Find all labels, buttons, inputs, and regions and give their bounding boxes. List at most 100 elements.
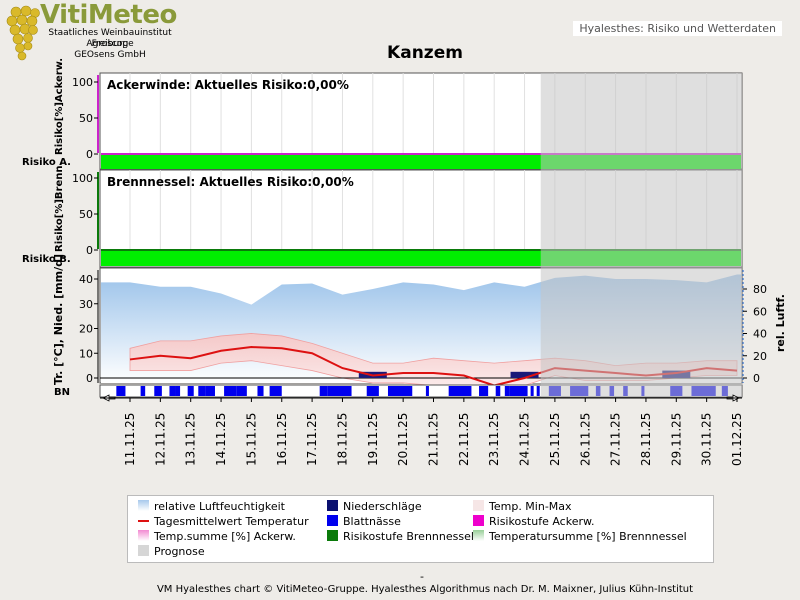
legend-label: Temp.summe [%] Ackerw. xyxy=(154,530,296,543)
y-tick-label: 20 xyxy=(79,323,93,336)
leaf-wetness-band xyxy=(425,386,429,396)
legend-label: Prognose xyxy=(154,545,205,558)
leaf-wetness-band xyxy=(509,386,528,396)
legend-swatch xyxy=(138,545,149,556)
x-tick-label: 24.11.25 xyxy=(518,413,532,466)
leaf-wetness-band xyxy=(319,386,328,396)
chart-title: Kanzem xyxy=(387,43,463,63)
x-tick-label: 22.11.25 xyxy=(457,413,471,466)
legend-label: Temp. Min-Max xyxy=(489,500,572,513)
legend-label: Risikostufe Brennnessel xyxy=(343,530,474,543)
leaf-wetness-band xyxy=(530,386,534,396)
legend: relative Luftfeuchtigkeit Niederschläge Te… xyxy=(127,495,714,563)
x-tick-label: 01.12.25 xyxy=(730,413,744,466)
y-tick-label-right: 60 xyxy=(753,305,767,318)
legend-label: Blattnässe xyxy=(343,515,401,528)
y-tick-label: 50 xyxy=(79,208,93,221)
legend-swatch xyxy=(138,530,149,541)
y-tick-label-right: 80 xyxy=(753,283,767,296)
x-tick-label: 26.11.25 xyxy=(578,413,592,466)
x-tick-label: 25.11.25 xyxy=(548,413,562,466)
legend-label: relative Luftfeuchtigkeit xyxy=(154,500,285,513)
leaf-wetness-band xyxy=(116,386,126,396)
weather-ylabel-right: rel. Luftf. xyxy=(774,294,787,352)
x-tick-label: 30.11.25 xyxy=(700,413,714,466)
risk-ylabel: Risiko[%]Brenn. xyxy=(54,162,65,252)
risk-label: Risiko B. xyxy=(22,254,71,265)
legend-swatch xyxy=(327,530,338,541)
x-tick-label: 15.11.25 xyxy=(244,413,258,466)
legend-item: Prognose xyxy=(138,545,205,558)
y-tick-label: 100 xyxy=(72,76,93,89)
precip-bar xyxy=(510,371,539,378)
y-tick-label: 50 xyxy=(79,112,93,125)
legend-item: Temperatursumme [%] Brennnessel xyxy=(473,530,687,543)
leaf-wetness-band xyxy=(175,386,181,396)
x-tick-label: 27.11.25 xyxy=(609,413,623,466)
legend-swatch xyxy=(138,520,149,522)
legend-item: Temp. Min-Max xyxy=(473,500,572,513)
legend-label: Risikostufe Ackerw. xyxy=(489,515,595,528)
logo xyxy=(2,2,42,62)
forecast-overlay xyxy=(540,73,742,397)
leaf-wetness-band xyxy=(387,386,413,396)
risk-title-brennnessel: Brennnessel: Aktuelles Risiko:0,00% xyxy=(107,175,354,189)
legend-swatch xyxy=(473,500,484,511)
bn-label: BN xyxy=(54,387,70,398)
legend-item: Risikostufe Brennnessel xyxy=(327,530,474,543)
x-tick-label: 28.11.25 xyxy=(639,413,653,466)
leaf-wetness-band xyxy=(504,386,510,396)
leaf-wetness-band xyxy=(154,386,162,396)
leaf-wetness-band xyxy=(536,386,540,396)
x-tick-label: 21.11.25 xyxy=(427,413,441,466)
legend-label: Tagesmittelwert Temperatur xyxy=(154,515,309,528)
x-tick-label: 23.11.25 xyxy=(487,413,501,466)
leaf-wetness-band xyxy=(366,386,379,396)
y-tick-label: 0 xyxy=(86,244,93,257)
logo-title: VitiMeteo xyxy=(40,0,177,30)
y-tick-label: 100 xyxy=(72,172,93,185)
legend-item: relative Luftfeuchtigkeit xyxy=(138,500,285,513)
risk-label: Risiko A. xyxy=(22,157,71,168)
x-tick-label: 29.11.25 xyxy=(669,413,683,466)
leaf-wetness-band xyxy=(187,386,194,396)
leaf-wetness-band xyxy=(327,386,352,396)
x-tick-label: 16.11.25 xyxy=(275,413,289,466)
x-tick-label: 11.11.25 xyxy=(123,413,137,466)
leaf-wetness-band xyxy=(269,386,282,396)
footer-dash: - xyxy=(420,570,424,583)
legend-item: Niederschläge xyxy=(327,500,422,513)
logo-line-1: Staatliches Weinbauinstitut Freiburg xyxy=(48,28,172,49)
leaf-wetness-band xyxy=(479,386,489,396)
grape-logo-icon xyxy=(6,5,40,61)
x-tick-label: 12.11.25 xyxy=(153,413,167,466)
x-tick-label: 17.11.25 xyxy=(305,413,319,466)
leaf-wetness-band xyxy=(169,386,176,396)
y-tick-label-right: 20 xyxy=(753,350,767,363)
legend-swatch xyxy=(327,515,338,526)
legend-swatch xyxy=(327,500,338,511)
x-tick-label: 20.11.25 xyxy=(396,413,410,466)
y-tick-label: 30 xyxy=(79,298,93,311)
page-title: Hyalesthes: Risiko und Wetterdaten xyxy=(573,21,782,36)
legend-swatch xyxy=(473,515,484,526)
legend-swatch xyxy=(473,530,484,541)
x-tick-label: 18.11.25 xyxy=(335,413,349,466)
y-tick-label: 0 xyxy=(86,148,93,161)
legend-swatch xyxy=(138,500,149,511)
footer-credits: VM Hyalesthes chart © VitiMeteo-Gruppe. … xyxy=(156,584,694,595)
leaf-wetness-band xyxy=(140,386,146,396)
logo-line-3: GEOsens GmbH xyxy=(74,50,146,60)
leaf-wetness-band xyxy=(257,386,264,396)
leaf-wetness-band xyxy=(236,386,247,396)
y-tick-label-right: 40 xyxy=(753,328,767,341)
y-tick-label: 40 xyxy=(79,273,93,286)
y-tick-label-right: 0 xyxy=(753,372,760,385)
leaf-wetness-band xyxy=(198,386,206,396)
weather-ylabel-left: Tr. [°C], Nied. [mm/d] xyxy=(52,254,65,385)
legend-label: Temperatursumme [%] Brennnessel xyxy=(489,530,687,543)
x-tick-label: 13.11.25 xyxy=(184,413,198,466)
legend-item: Temp.summe [%] Ackerw. xyxy=(138,530,296,543)
risk-ylabel: Risiko[%]Ackerw. xyxy=(54,58,65,155)
risk-title-ackerwinde: Ackerwinde: Aktuelles Risiko:0,00% xyxy=(107,78,349,92)
